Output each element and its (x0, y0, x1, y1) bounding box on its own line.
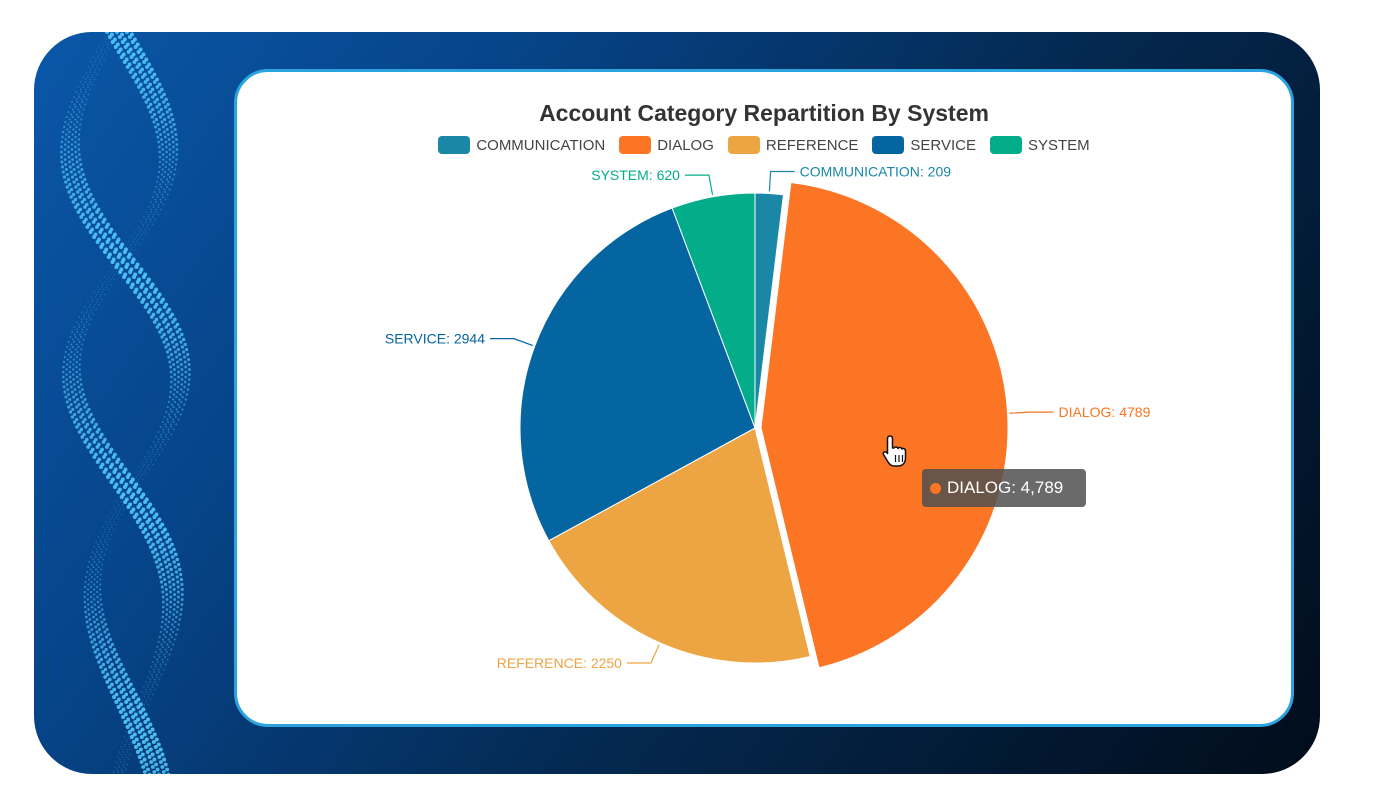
label-line-reference (626, 644, 660, 664)
chart-card: Account Category Repartition By System C… (234, 69, 1294, 727)
legend-swatch (438, 136, 471, 154)
label-line-dialog (1009, 411, 1054, 414)
chart-title: Account Category Repartition By System (539, 100, 989, 126)
pie-slice-reference[interactable] (548, 427, 811, 664)
legend-label: SERVICE (910, 136, 976, 154)
pie-chart: COMMUNICATION: 209 DIALOG: 4789 REFERENCE:… (385, 163, 1151, 671)
slice-label-communication: COMMUNICATION: 209 (800, 163, 952, 179)
legend-label: REFERENCE (765, 136, 859, 154)
legend-label: DIALOG (657, 136, 714, 154)
slice-label-system: SYSTEM: 620 (591, 167, 680, 183)
legend-item-communication[interactable]: COMMUNICATION (438, 136, 605, 154)
label-line-system (684, 174, 714, 195)
legend-swatch (619, 136, 652, 154)
slice-label-dialog: DIALOG: 4789 (1059, 404, 1151, 420)
dotted-wave-decoration (60, 32, 191, 774)
hand-cursor-icon (882, 435, 907, 467)
pie-slice-service[interactable] (519, 207, 756, 542)
tooltip-text: DIALOG: 4,789 (947, 478, 1064, 497)
tooltip-dot (930, 482, 941, 494)
pie-slice-system[interactable] (671, 192, 756, 429)
chart-legend: COMMUNICATION DIALOG REFERENCE SERVICE SYSTE… (237, 136, 1291, 154)
legend-item-system[interactable]: SYSTEM (990, 136, 1090, 154)
label-line-communication (768, 170, 795, 192)
label-line-service (490, 338, 533, 347)
legend-item-service[interactable]: SERVICE (872, 136, 976, 154)
legend-swatch (990, 136, 1022, 154)
slice-label-service: SERVICE: 2944 (385, 331, 485, 347)
slice-label-reference: REFERENCE: 2250 (497, 655, 622, 671)
background-frame: Account Category Repartition By System C… (34, 32, 1320, 774)
pie-slice-dialog[interactable] (760, 181, 1009, 669)
legend-swatch (872, 136, 905, 154)
legend-item-reference[interactable]: REFERENCE (727, 136, 859, 154)
legend-label: COMMUNICATION (476, 136, 606, 154)
legend-label: SYSTEM (1028, 136, 1090, 154)
legend-item-dialog[interactable]: DIALOG (619, 136, 714, 154)
chart-tooltip: DIALOG: 4,789 (922, 469, 1086, 507)
legend-swatch (727, 136, 760, 154)
